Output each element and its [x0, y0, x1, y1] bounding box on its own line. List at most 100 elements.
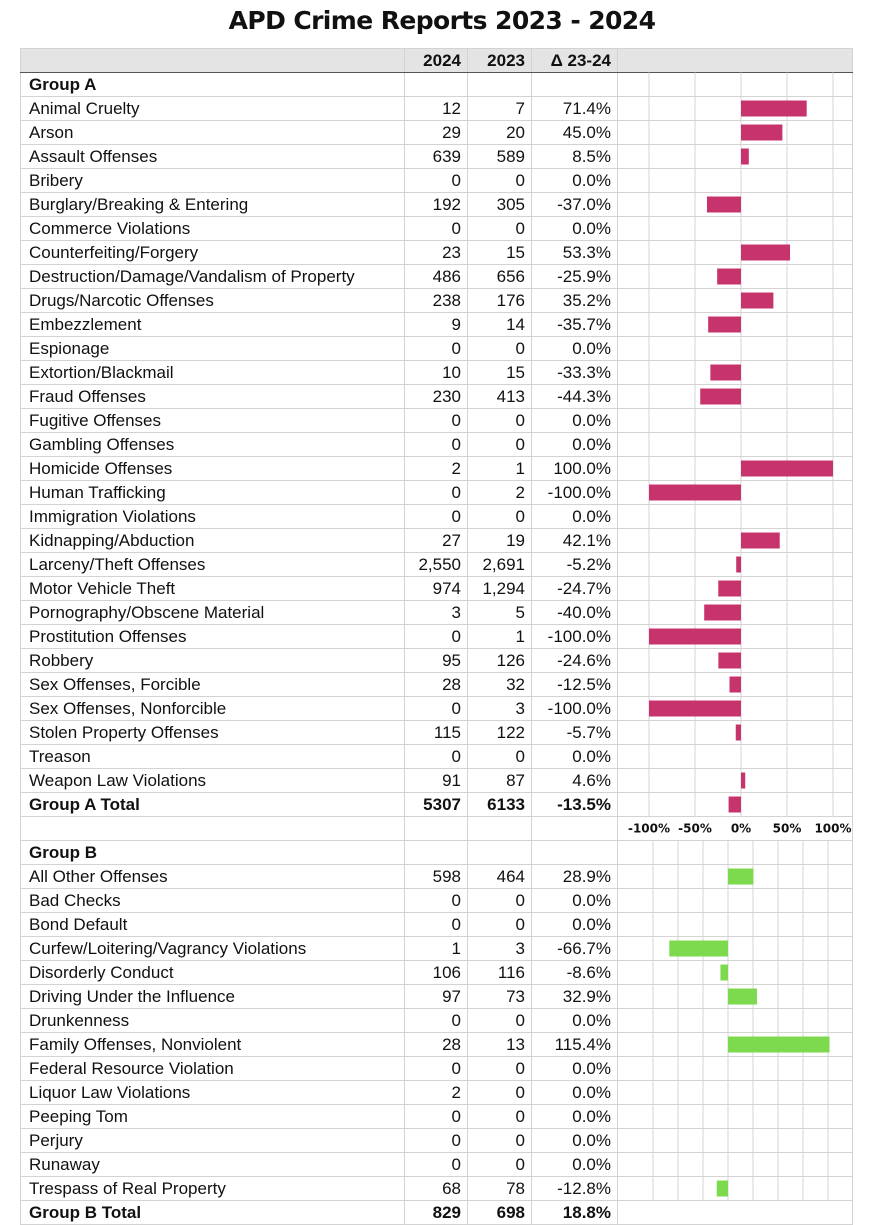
count-2024: 91 [404, 768, 468, 793]
header-2023: 2023 [467, 48, 532, 73]
delta-percent: 42.1% [531, 528, 618, 553]
count-2024: 2 [404, 1080, 468, 1105]
table-row: Motor Vehicle Theft 974 1,294 -24.7% [20, 576, 853, 601]
count-2023: 87 [467, 768, 532, 793]
offense-name: Fraud Offenses [20, 384, 405, 409]
count-2024: 9 [404, 312, 468, 337]
count-2023: 0 [467, 1152, 532, 1177]
chart-cell [617, 1176, 853, 1201]
table-row: Kidnapping/Abduction 27 19 42.1% [20, 528, 853, 553]
chart-cell [617, 96, 853, 121]
chart-cell [617, 192, 853, 217]
chart-cell [617, 216, 853, 241]
header-name [20, 48, 405, 73]
chart-cell [617, 288, 853, 313]
chart-cell [617, 336, 853, 361]
count-2024: 2,550 [404, 552, 468, 577]
count-2023: 0 [467, 432, 532, 457]
chart-cell [617, 624, 853, 649]
count-2024: 192 [404, 192, 468, 217]
delta-percent: 100.0% [531, 456, 618, 481]
count-2024: 2 [404, 456, 468, 481]
table-row: Larceny/Theft Offenses 2,550 2,691 -5.2% [20, 552, 853, 577]
chart-cell [617, 936, 853, 961]
chart-cell [617, 72, 853, 97]
count-2024: 974 [404, 576, 468, 601]
delta-percent: -100.0% [531, 696, 618, 721]
offense-name: Weapon Law Violations [20, 768, 405, 793]
count-2023: 413 [467, 384, 532, 409]
count-2024: 0 [404, 480, 468, 505]
count-2023: 589 [467, 144, 532, 169]
count-2024: 0 [404, 912, 468, 937]
offense-name: Arson [20, 120, 405, 145]
offense-name: Commerce Violations [20, 216, 405, 241]
chart-cell [617, 1056, 853, 1081]
table-row: Espionage 0 0 0.0% [20, 336, 853, 361]
delta-percent: 0.0% [531, 1152, 618, 1177]
offense-name: Robbery [20, 648, 405, 673]
delta-percent: 32.9% [531, 984, 618, 1009]
chart-cell [617, 816, 853, 841]
offense-name: Motor Vehicle Theft [20, 576, 405, 601]
delta-percent: 0.0% [531, 1080, 618, 1105]
table-row: Prostitution Offenses 0 1 -100.0% [20, 624, 853, 649]
offense-name: Counterfeiting/Forgery [20, 240, 405, 265]
delta-percent: 28.9% [531, 864, 618, 889]
chart-cell [617, 888, 853, 913]
count-2024: 0 [404, 216, 468, 241]
delta-percent: -40.0% [531, 600, 618, 625]
offense-name: Group B Total [20, 1200, 405, 1225]
table-row: Burglary/Breaking & Entering 192 305 -37.0% [20, 192, 853, 217]
delta-percent: -8.6% [531, 960, 618, 985]
count-2023: 0 [467, 1128, 532, 1153]
count-2023: 20 [467, 120, 532, 145]
chart-cell [617, 1032, 853, 1057]
table-row: Robbery 95 126 -24.6% [20, 648, 853, 673]
count-2023: 6133 [467, 792, 532, 817]
chart-cell [617, 768, 853, 793]
offense-name: Group A Total [20, 792, 405, 817]
count-2023: 13 [467, 1032, 532, 1057]
table-row: Liquor Law Violations 2 0 0.0% [20, 1080, 853, 1105]
delta-percent: -66.7% [531, 936, 618, 961]
group-header-row: Group A [20, 72, 853, 97]
delta-percent: -5.2% [531, 552, 618, 577]
count-2024: 598 [404, 864, 468, 889]
count-2024: 95 [404, 648, 468, 673]
table-row: Drunkenness 0 0 0.0% [20, 1008, 853, 1033]
offense-name: Peeping Tom [20, 1104, 405, 1129]
count-2024: 829 [404, 1200, 468, 1225]
offense-name: Curfew/Loitering/Vagrancy Violations [20, 936, 405, 961]
offense-name: Perjury [20, 1128, 405, 1153]
table-row: Peeping Tom 0 0 0.0% [20, 1104, 853, 1129]
count-2024: 0 [404, 336, 468, 361]
chart-cell [617, 720, 853, 745]
offense-name: Treason [20, 744, 405, 769]
count-2023: 78 [467, 1176, 532, 1201]
chart-cell [617, 432, 853, 457]
offense-name: Human Trafficking [20, 480, 405, 505]
cell-empty [531, 72, 618, 97]
offense-name: Prostitution Offenses [20, 624, 405, 649]
delta-percent: -100.0% [531, 624, 618, 649]
delta-percent: 4.6% [531, 768, 618, 793]
group-label: Group A [20, 72, 405, 97]
count-2023: 2 [467, 480, 532, 505]
count-2023: 32 [467, 672, 532, 697]
table-row: Homicide Offenses 2 1 100.0% [20, 456, 853, 481]
offense-name: Drunkenness [20, 1008, 405, 1033]
chart-cell [617, 576, 853, 601]
count-2023: 1 [467, 624, 532, 649]
table-row: Embezzlement 9 14 -35.7% [20, 312, 853, 337]
chart-cell [617, 528, 853, 553]
table-row: Driving Under the Influence 97 73 32.9% [20, 984, 853, 1009]
delta-percent: 0.0% [531, 888, 618, 913]
count-2023: 15 [467, 240, 532, 265]
delta-percent: -44.3% [531, 384, 618, 409]
chart-cell [617, 1008, 853, 1033]
offense-name: Extortion/Blackmail [20, 360, 405, 385]
spacer-row [20, 816, 853, 841]
count-2024: 0 [404, 1152, 468, 1177]
delta-percent: 0.0% [531, 1128, 618, 1153]
